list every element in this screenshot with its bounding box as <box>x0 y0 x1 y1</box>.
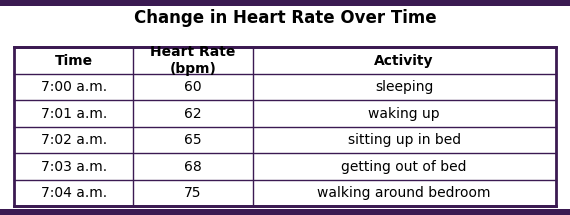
Text: sleeping: sleeping <box>375 80 433 94</box>
Text: 75: 75 <box>184 186 202 200</box>
Text: Heart Rate
(bpm): Heart Rate (bpm) <box>150 45 235 76</box>
Text: sitting up in bed: sitting up in bed <box>348 133 461 147</box>
Bar <box>0 209 570 215</box>
Text: walking around bedroom: walking around bedroom <box>317 186 491 200</box>
Text: 60: 60 <box>184 80 202 94</box>
Bar <box>0 0 570 6</box>
Text: 7:01 a.m.: 7:01 a.m. <box>40 107 107 121</box>
Text: 7:04 a.m.: 7:04 a.m. <box>40 186 107 200</box>
Bar <box>14 47 556 206</box>
Text: 7:02 a.m.: 7:02 a.m. <box>40 133 107 147</box>
Text: getting out of bed: getting out of bed <box>341 160 467 174</box>
Text: 62: 62 <box>184 107 202 121</box>
Text: 7:00 a.m.: 7:00 a.m. <box>40 80 107 94</box>
Text: 68: 68 <box>184 160 202 174</box>
Text: waking up: waking up <box>368 107 440 121</box>
Text: 7:03 a.m.: 7:03 a.m. <box>40 160 107 174</box>
Text: 65: 65 <box>184 133 202 147</box>
Text: Change in Heart Rate Over Time: Change in Heart Rate Over Time <box>134 9 436 27</box>
Text: Time: Time <box>55 54 93 68</box>
Text: Activity: Activity <box>374 54 434 68</box>
